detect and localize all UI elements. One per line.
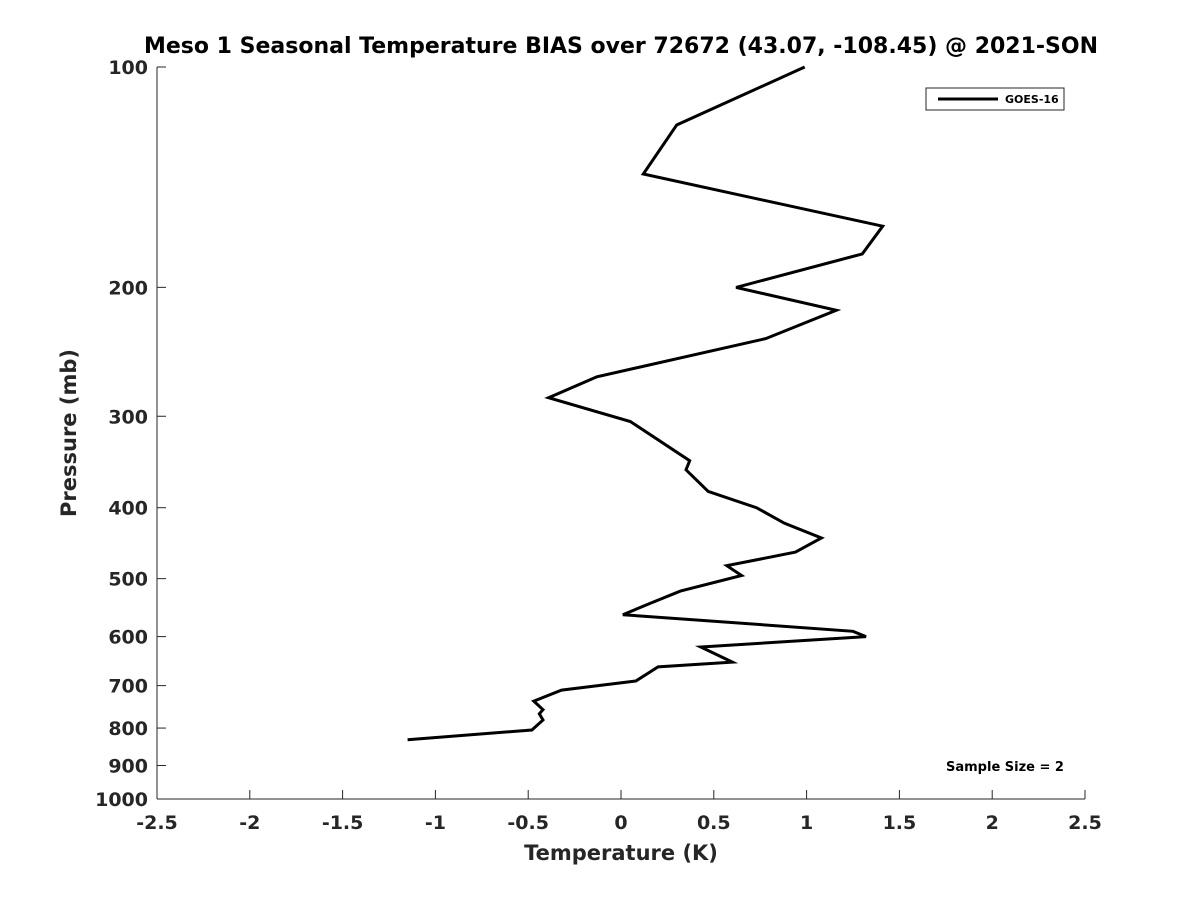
y-tick-label: 400 xyxy=(108,498,148,520)
x-ticks: -2.5 -2 -1.5 -1 -0.5 0 0.5 1 1.5 2 2.5 xyxy=(136,790,1102,834)
y-tick-label: 100 xyxy=(108,57,148,79)
legend-label-goes-16: GOES-16 xyxy=(1005,93,1059,106)
y-tick-label: 700 xyxy=(108,676,148,698)
x-tick-label: -0.5 xyxy=(507,812,549,834)
x-tick-label: 0.5 xyxy=(697,812,731,834)
y-axis-label: Pressure (mb) xyxy=(57,349,81,517)
y-tick-label: 600 xyxy=(108,627,148,649)
series-line-goes-16 xyxy=(407,65,886,742)
x-tick-label: 1.5 xyxy=(883,812,917,834)
axes: -2.5 -2 -1.5 -1 -0.5 0 0.5 1 1.5 2 2.5 100 200 300 40… xyxy=(95,57,1102,834)
series-layer xyxy=(407,65,886,742)
y-tick-label: 900 xyxy=(108,756,148,778)
x-tick-label: 0 xyxy=(614,812,627,834)
x-axis-label: Temperature (K) xyxy=(524,841,718,865)
x-tick-label: -1.5 xyxy=(322,812,364,834)
x-tick-label: -2 xyxy=(239,812,260,834)
chart-title: Meso 1 Seasonal Temperature BIAS over 72… xyxy=(144,34,1098,59)
x-tick-label: 2.5 xyxy=(1068,812,1102,834)
y-tick-label: 200 xyxy=(108,277,148,299)
x-tick-label: 2 xyxy=(986,812,999,834)
y-ticks: 100 200 300 400 500 600 700 800 900 1000 xyxy=(95,57,166,811)
legend: GOES-16 xyxy=(925,87,1065,111)
sample-size-annotation: Sample Size = 2 xyxy=(946,760,1064,775)
x-tick-label: -1 xyxy=(425,812,446,834)
y-tick-label: 1000 xyxy=(95,789,148,811)
y-tick-label: 800 xyxy=(108,718,148,740)
x-tick-label: -2.5 xyxy=(136,812,178,834)
y-tick-label: 300 xyxy=(108,406,148,428)
x-tick-label: 1 xyxy=(800,812,813,834)
y-tick-label: 500 xyxy=(108,569,148,591)
